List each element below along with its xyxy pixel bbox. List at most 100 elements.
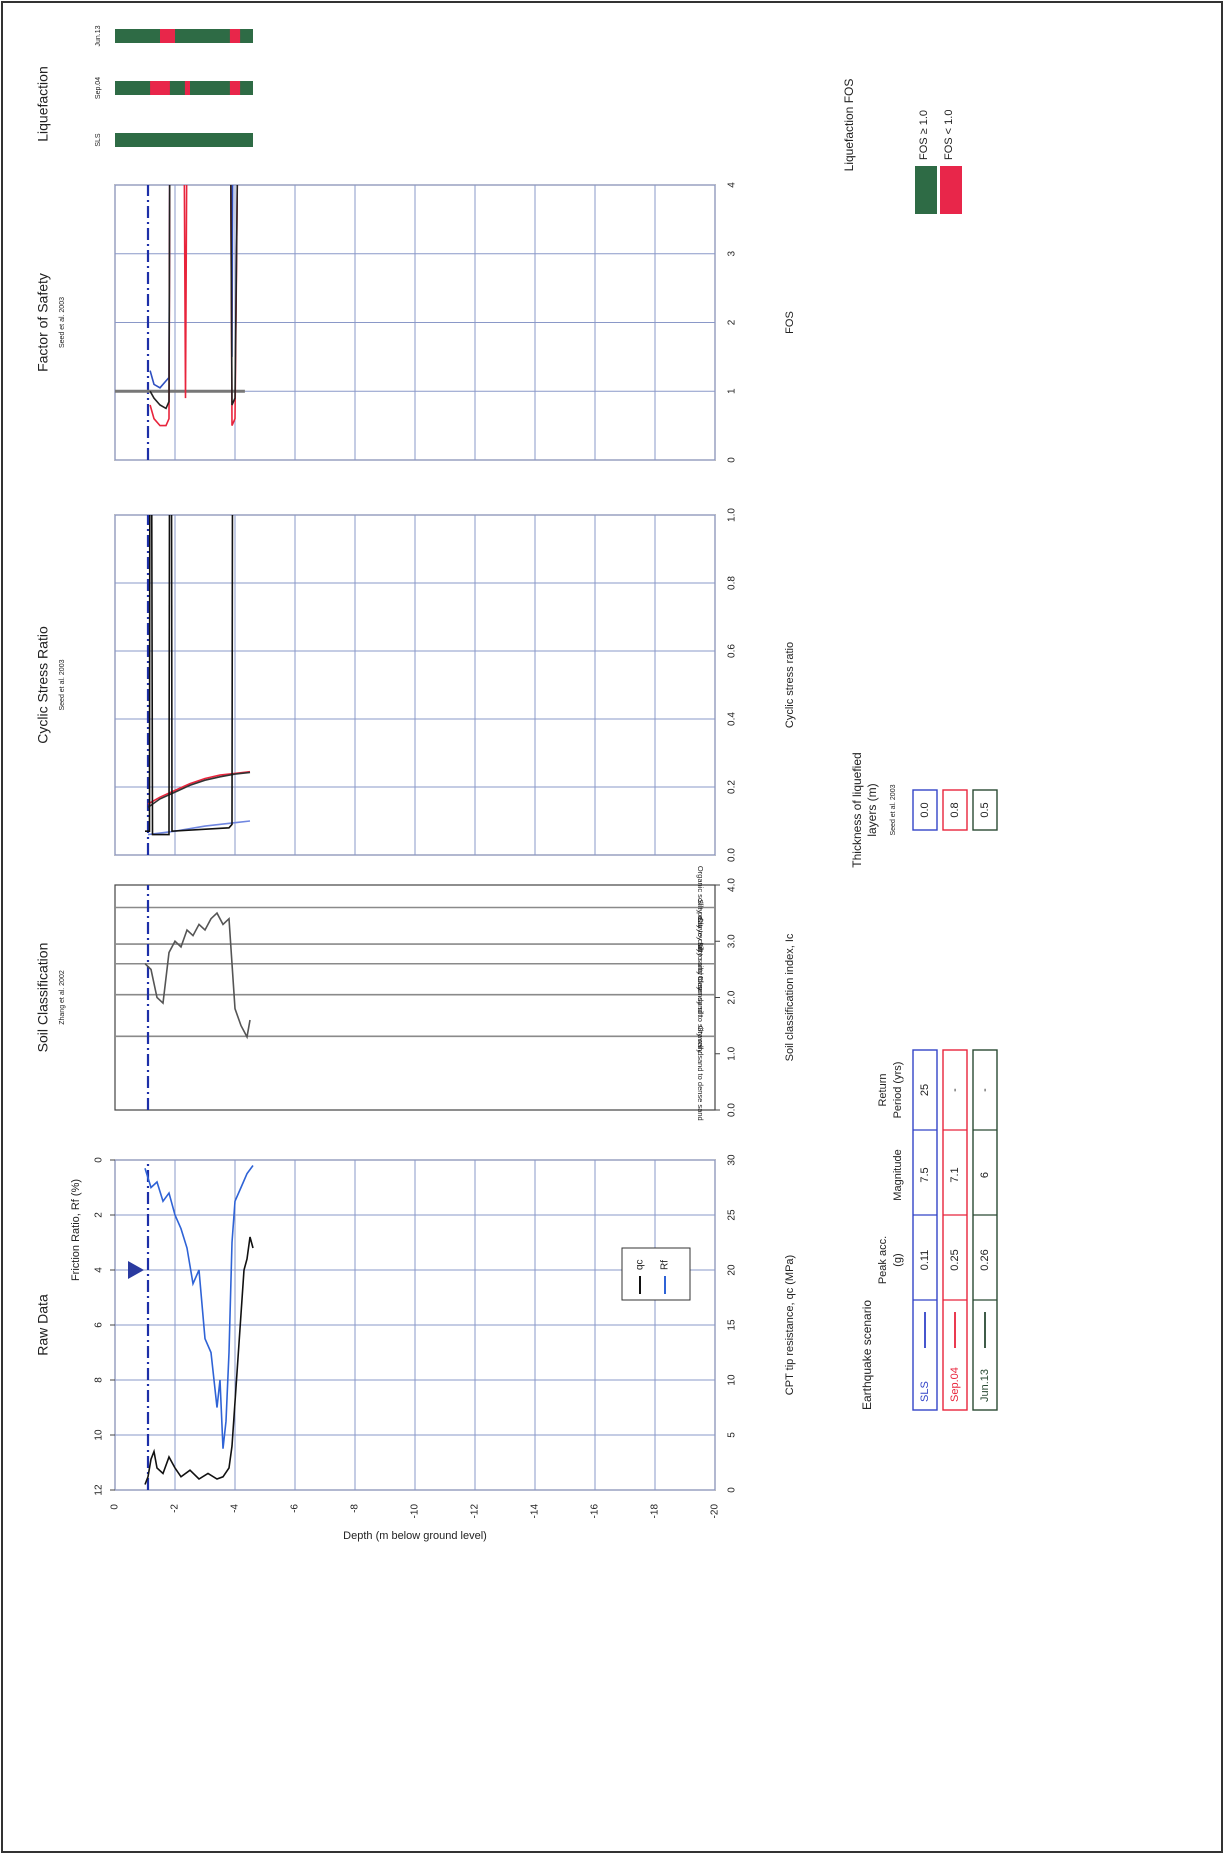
column-header: (g)	[892, 1253, 904, 1266]
series-line	[149, 185, 239, 427]
legend-box	[621, 1247, 691, 1301]
panel-subtitle: Seed et al. 2003	[59, 659, 66, 710]
series-line	[147, 820, 251, 836]
x2-tick-label: 0	[94, 1157, 105, 1163]
table-cell: 7.1	[949, 1167, 961, 1182]
row-box	[942, 1049, 968, 1411]
table-cell: 0.11	[919, 1250, 931, 1271]
x-tick-label: 0.0	[727, 848, 738, 862]
x-tick-label: 20	[727, 1264, 738, 1276]
x-axis-label: Soil classification index, Ic	[784, 933, 796, 1061]
x-tick-label: 0.2	[727, 780, 738, 794]
series-line	[145, 515, 253, 836]
y-tick-label: -14	[530, 1504, 541, 1519]
x-tick-label: 5	[727, 1432, 738, 1438]
legend-label: qc	[635, 1259, 646, 1270]
x2-tick-label: 12	[94, 1484, 105, 1496]
series-line	[144, 1165, 254, 1449]
table-title: Thickness of liquefied	[850, 752, 864, 867]
x2-axis-label: Friction Ratio, Rf (%)	[70, 1179, 82, 1281]
x-tick-label: 10	[727, 1374, 738, 1386]
table-title: layers (m)	[865, 783, 879, 836]
x-tick-label: 30	[727, 1154, 738, 1166]
fos-ok-segment	[115, 133, 253, 147]
x-tick-label: 1.0	[727, 508, 738, 522]
table-cell: 0.5	[979, 802, 991, 817]
y-axis-label: Depth (m below ground level)	[343, 1530, 487, 1542]
x-tick-label: 25	[727, 1209, 738, 1221]
x-axis-label: Cyclic stress ratio	[784, 642, 796, 728]
zone-label: Silty sand to sandy silt	[696, 942, 705, 1017]
column-header: Peak acc.	[877, 1236, 889, 1284]
table-cell: -	[949, 1088, 961, 1092]
y-tick-label: -12	[470, 1504, 481, 1519]
y-tick-label: -20	[710, 1504, 721, 1519]
zone-label: Clayey silt to silty clay	[696, 917, 705, 990]
x-axis-label: FOS	[784, 311, 796, 334]
panel-subtitle: Zhang et al. 2002	[59, 970, 66, 1025]
table-cell: 0.0	[919, 802, 931, 817]
y-tick-label: 0	[110, 1504, 121, 1510]
legend-swatch	[940, 166, 962, 214]
legend-title: Liquefaction FOS	[842, 79, 856, 172]
zone-label: Silty clay to clay	[696, 899, 705, 953]
x-tick-label: 15	[727, 1319, 738, 1331]
series-line	[144, 911, 251, 1040]
value-box	[942, 789, 968, 831]
table-cell: 7.5	[919, 1167, 931, 1182]
legend-label: Rf	[660, 1260, 671, 1270]
column-header: Magnitude	[892, 1149, 904, 1200]
column-header: Period (yrs)	[892, 1062, 904, 1119]
fos-ok-segment	[115, 29, 253, 43]
column-label: Jun.13	[95, 25, 102, 46]
x-tick-label: 4	[727, 182, 738, 188]
y-tick-label: -4	[230, 1504, 241, 1513]
series-line	[144, 1236, 254, 1485]
x-axis-label: CPT tip resistance, qc (MPa)	[784, 1255, 796, 1395]
table-title: Earthquake scenario	[860, 1300, 874, 1410]
row-box	[912, 1049, 938, 1411]
value-box	[972, 789, 998, 831]
x-tick-label: 2.0	[727, 990, 738, 1004]
panel-title: Factor of Safety	[35, 273, 51, 372]
fos-fail-segment	[184, 81, 190, 95]
zone-label: Clean sand to silty sand	[696, 976, 705, 1056]
zone-label: Organic soil - peat	[696, 866, 705, 928]
panel-title: Raw Data	[35, 1294, 51, 1356]
water-table-marker	[128, 1261, 144, 1279]
y-tick-label: -18	[650, 1504, 661, 1519]
y-tick-label: -10	[410, 1504, 421, 1519]
legend-swatch	[915, 166, 937, 214]
fos-fail-segment	[229, 29, 241, 43]
x-tick-label: 0	[727, 457, 738, 463]
zone-label: Gravelly sand to dense sand	[696, 1026, 705, 1121]
x2-tick-label: 10	[94, 1429, 105, 1441]
panel-title: Cyclic Stress Ratio	[35, 626, 51, 744]
series-line	[149, 185, 239, 410]
x-tick-label: 0.4	[727, 712, 738, 726]
table-cell: 0.26	[979, 1249, 991, 1270]
x-tick-label: 0	[727, 1487, 738, 1493]
table-cell: 6	[979, 1172, 991, 1178]
y-tick-label: -16	[590, 1504, 601, 1519]
value-box	[912, 789, 938, 831]
fos-fail-segment	[150, 81, 170, 95]
x-tick-label: 0.8	[727, 576, 738, 590]
column-header: Return	[877, 1073, 889, 1106]
panel-title: Liquefaction	[35, 66, 51, 142]
x2-tick-label: 6	[94, 1322, 105, 1328]
row-box	[972, 1049, 998, 1411]
column-label: Sep.04	[95, 77, 102, 99]
fos-fail-segment	[229, 81, 241, 95]
table-subtitle: Seed et al. 2003	[890, 784, 897, 835]
column-label: SLS	[95, 133, 102, 147]
x-tick-label: 1	[727, 388, 738, 394]
fos-fail-segment	[160, 29, 175, 43]
x-tick-label: 0.0	[727, 1103, 738, 1117]
legend-label: FOS < 1.0	[943, 110, 955, 160]
x-tick-label: 2	[727, 319, 738, 325]
scenario-name: Jun.13	[979, 1369, 991, 1402]
table-cell: 0.8	[949, 802, 961, 817]
